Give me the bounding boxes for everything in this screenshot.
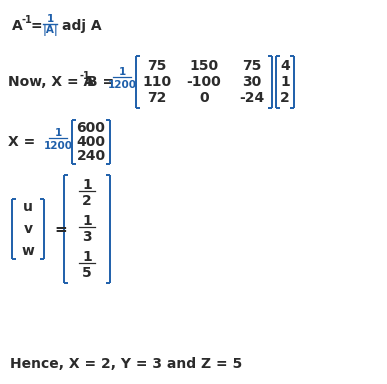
Text: 1: 1 <box>118 67 126 77</box>
Text: 1200: 1200 <box>43 141 72 151</box>
Text: -1: -1 <box>22 15 33 25</box>
Text: 1: 1 <box>280 75 290 89</box>
Text: 2: 2 <box>280 91 290 105</box>
Text: -24: -24 <box>240 91 265 105</box>
Text: adj A: adj A <box>62 19 102 33</box>
Text: 150: 150 <box>190 59 219 73</box>
Text: 1: 1 <box>82 250 92 264</box>
Text: =: = <box>31 19 43 33</box>
Text: 110: 110 <box>142 75 171 89</box>
Text: |A|: |A| <box>42 25 58 36</box>
Text: w: w <box>22 244 34 258</box>
Text: B =: B = <box>87 75 114 89</box>
Text: =: = <box>54 222 67 237</box>
Text: 75: 75 <box>147 59 167 73</box>
Text: Now, X = A: Now, X = A <box>8 75 94 89</box>
Text: Hence, X = 2, Y = 3 and Z = 5: Hence, X = 2, Y = 3 and Z = 5 <box>10 357 242 371</box>
Text: 5: 5 <box>82 266 92 280</box>
Text: 3: 3 <box>82 230 92 244</box>
Text: 240: 240 <box>77 149 106 163</box>
Text: 1: 1 <box>82 214 92 228</box>
Text: 0: 0 <box>199 91 209 105</box>
Text: 1: 1 <box>55 128 62 138</box>
Text: u: u <box>23 200 33 214</box>
Text: 400: 400 <box>77 135 106 149</box>
Text: 72: 72 <box>147 91 167 105</box>
Text: -100: -100 <box>187 75 221 89</box>
Text: 30: 30 <box>242 75 262 89</box>
Text: 1200: 1200 <box>108 80 137 90</box>
Text: 1: 1 <box>82 178 92 192</box>
Text: 1: 1 <box>46 14 54 24</box>
Text: 2: 2 <box>82 194 92 208</box>
Text: X =: X = <box>8 135 35 149</box>
Text: -1: -1 <box>79 71 90 81</box>
Text: 75: 75 <box>242 59 262 73</box>
Text: 4: 4 <box>280 59 290 73</box>
Text: v: v <box>24 222 33 236</box>
Text: 600: 600 <box>77 121 105 135</box>
Text: A: A <box>12 19 23 33</box>
